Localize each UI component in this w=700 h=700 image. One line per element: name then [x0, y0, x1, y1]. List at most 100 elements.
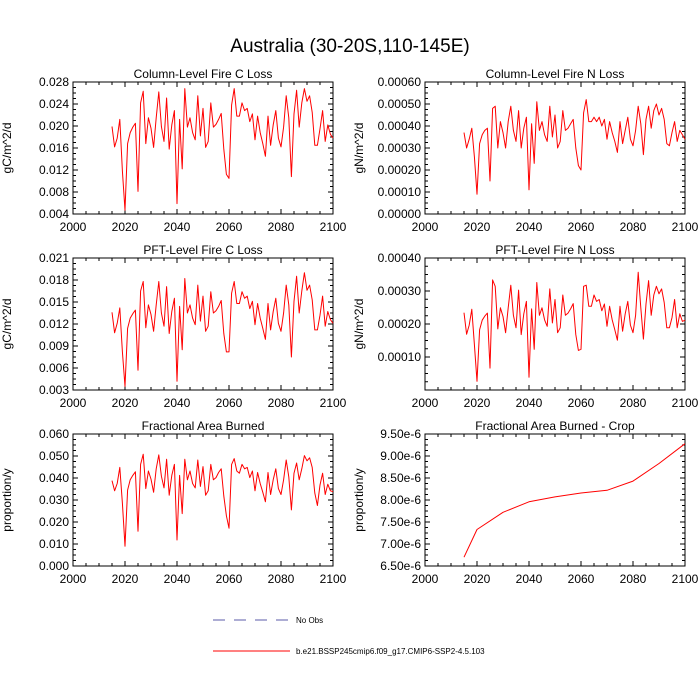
y-axis-label: gC/m^2/d: [0, 123, 14, 174]
y-tick-label: 0.021: [39, 251, 69, 265]
y-tick-label: 0.00020: [378, 163, 422, 177]
x-tick-label: 2100: [672, 220, 699, 234]
panel-title: Fractional Area Burned: [142, 419, 265, 433]
series-line: [111, 453, 334, 547]
series-line: [111, 88, 334, 211]
panel-5: Fractional Area Burned proportion/y 2000 20…: [0, 419, 347, 586]
y-tick-label: 9.50e-6: [380, 427, 421, 441]
y-tick-label: 0.015: [39, 295, 69, 309]
x-tick-label: 2040: [516, 396, 543, 410]
x-tick-label: 2020: [112, 396, 139, 410]
x-tick-label: 2040: [164, 396, 191, 410]
panel-title: Fractional Area Burned - Crop: [475, 419, 635, 433]
x-tick-label: 2000: [412, 220, 439, 234]
legend-label-no-obs: No Obs: [296, 616, 323, 625]
y-tick-label: 0.006: [39, 361, 69, 375]
y-tick-label: 0.030: [39, 493, 69, 507]
y-tick-label: 0.00050: [378, 97, 422, 111]
y-tick-label: 0.012: [39, 163, 69, 177]
panel-2: Column-Level Fire N Loss gN/m^2/d 2000 2020…: [352, 67, 699, 234]
panel-6: Fractional Area Burned - Crop proportion/…: [352, 419, 699, 586]
x-tick-label: 2060: [216, 396, 243, 410]
y-axis-label: gC/m^2/d: [0, 299, 14, 350]
y-tick-label: 0.018: [39, 273, 69, 287]
plot-frame: [424, 81, 686, 215]
y-tick-label: 0.00030: [378, 141, 422, 155]
plot-frame: [72, 81, 334, 215]
x-tick-label: 2020: [112, 220, 139, 234]
y-tick-label: 0.00040: [378, 119, 422, 133]
x-tick-label: 2100: [320, 572, 347, 586]
x-tick-label: 2040: [516, 572, 543, 586]
series-line: [463, 99, 686, 195]
x-tick-label: 2060: [216, 572, 243, 586]
x-tick-label: 2080: [620, 396, 647, 410]
x-tick-label: 2080: [268, 220, 295, 234]
x-tick-label: 2000: [412, 572, 439, 586]
plot-frame: [424, 257, 686, 391]
x-tick-label: 2060: [568, 220, 595, 234]
panel-title: Column-Level Fire C Loss: [134, 67, 273, 81]
plot-frame: [72, 257, 334, 391]
y-tick-label: 0.000: [39, 559, 69, 573]
x-tick-label: 2040: [164, 572, 191, 586]
legend: No Obs b.e21.BSSP245cmip6.f09_g17.CMIP6-…: [213, 616, 485, 656]
y-tick-label: 0.009: [39, 339, 69, 353]
y-tick-label: 0.050: [39, 449, 69, 463]
y-tick-label: 0.060: [39, 427, 69, 441]
x-tick-label: 2080: [268, 396, 295, 410]
panel-4: PFT-Level Fire N Loss gN/m^2/d 2000 2020 204…: [352, 243, 699, 410]
y-axis-label: gN/m^2/d: [352, 299, 366, 350]
x-tick-label: 2000: [412, 396, 439, 410]
y-tick-label: 7.00e-6: [380, 537, 421, 551]
figure-title: Australia (30-20S,110-145E): [230, 36, 469, 57]
panel-3: PFT-Level Fire C Loss gC/m^2/d 2000 2020 204…: [0, 243, 347, 410]
series-line: [111, 272, 334, 387]
x-tick-label: 2080: [268, 572, 295, 586]
y-tick-label: 0.00020: [378, 317, 422, 331]
y-tick-label: 0.040: [39, 471, 69, 485]
x-tick-label: 2040: [164, 220, 191, 234]
y-tick-label: 0.00000: [378, 207, 422, 221]
plot-frame: [424, 433, 686, 567]
plot-frame: [72, 433, 334, 567]
x-tick-label: 2020: [464, 572, 491, 586]
panel-title: Column-Level Fire N Loss: [486, 67, 625, 81]
series-line: [463, 443, 686, 558]
y-tick-label: 8.50e-6: [380, 471, 421, 485]
x-tick-label: 2000: [60, 572, 87, 586]
x-tick-label: 2080: [620, 220, 647, 234]
x-tick-label: 2100: [672, 572, 699, 586]
y-tick-label: 0.016: [39, 141, 69, 155]
x-tick-label: 2020: [464, 396, 491, 410]
x-tick-label: 2100: [320, 396, 347, 410]
x-tick-label: 2000: [60, 396, 87, 410]
y-tick-label: 6.50e-6: [380, 559, 421, 573]
x-tick-label: 2020: [112, 572, 139, 586]
y-tick-label: 0.010: [39, 537, 69, 551]
x-tick-label: 2060: [568, 572, 595, 586]
y-tick-label: 9.00e-6: [380, 449, 421, 463]
x-tick-label: 2060: [568, 396, 595, 410]
y-tick-label: 0.004: [39, 207, 69, 221]
x-tick-label: 2060: [216, 220, 243, 234]
y-axis-label: gN/m^2/d: [352, 123, 366, 174]
panel-title: PFT-Level Fire C Loss: [143, 243, 262, 257]
x-tick-label: 2100: [672, 396, 699, 410]
x-tick-label: 2040: [516, 220, 543, 234]
y-axis-label: proportion/y: [352, 468, 366, 531]
panel-1: Column-Level Fire C Loss gC/m^2/d 2000 2020…: [0, 67, 347, 234]
y-tick-label: 0.008: [39, 185, 69, 199]
y-tick-label: 0.00010: [378, 350, 422, 364]
y-tick-label: 7.50e-6: [380, 515, 421, 529]
panels: Column-Level Fire C Loss gC/m^2/d 2000 2020…: [0, 67, 699, 586]
y-tick-label: 0.00060: [378, 75, 422, 89]
y-tick-label: 0.020: [39, 119, 69, 133]
y-axis-label: proportion/y: [0, 468, 14, 531]
x-tick-label: 2080: [620, 572, 647, 586]
y-tick-label: 8.00e-6: [380, 493, 421, 507]
x-tick-label: 2020: [464, 220, 491, 234]
y-tick-label: 0.020: [39, 515, 69, 529]
y-tick-label: 0.028: [39, 75, 69, 89]
